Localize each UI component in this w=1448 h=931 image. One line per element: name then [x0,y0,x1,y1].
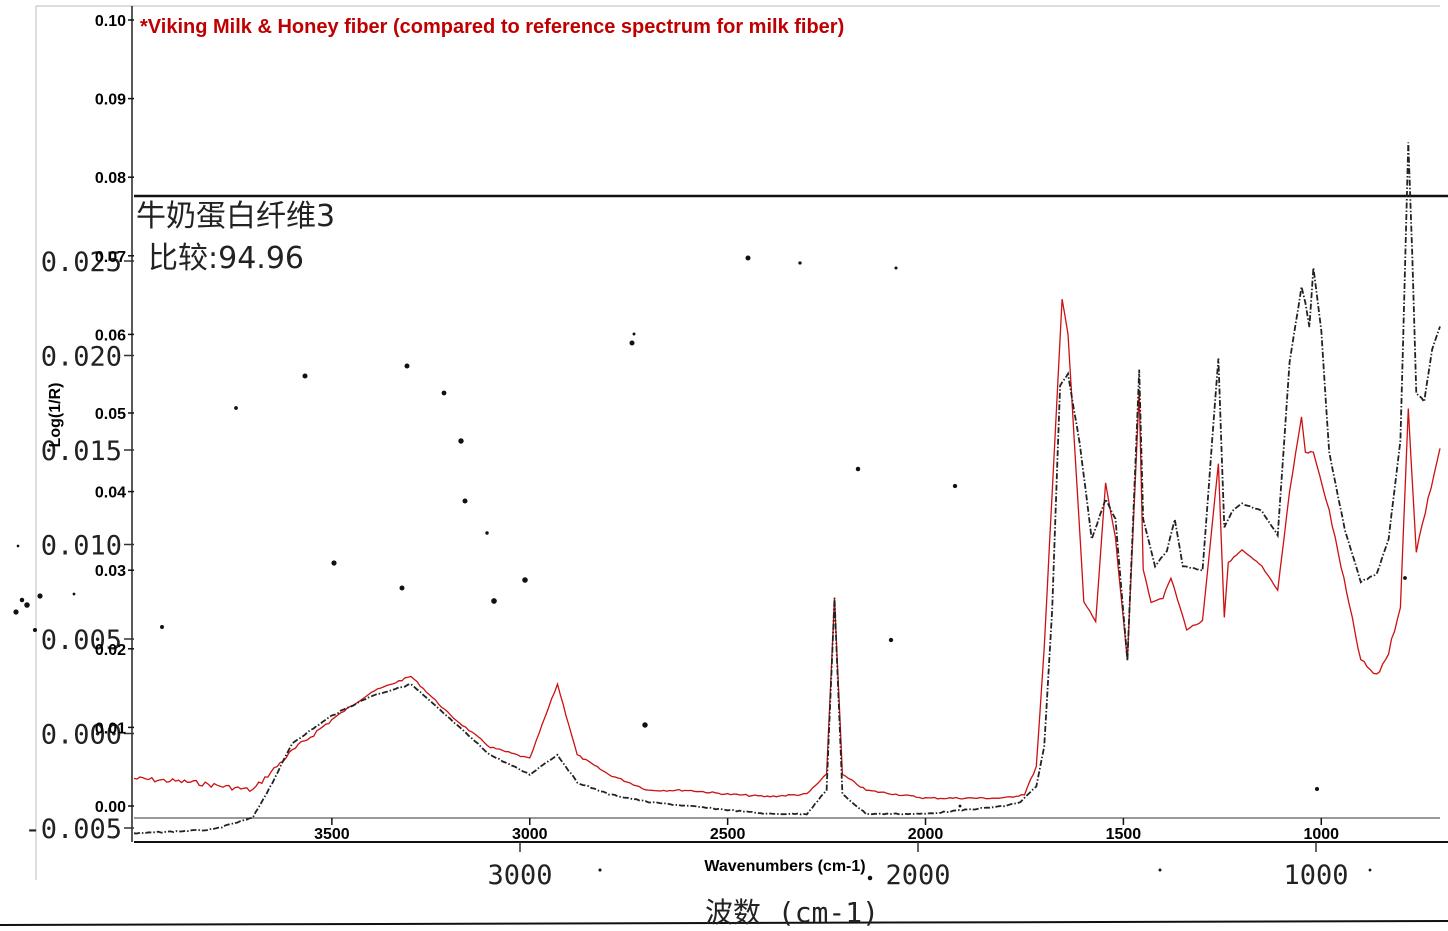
y-tick-label: 0.10 [95,13,126,30]
speckle [629,340,635,346]
background-y-tick-label: 0.000 [41,720,122,751]
speckle [458,438,464,444]
x-tick-label: 2500 [710,826,746,843]
speckle [1158,868,1162,872]
speckle [642,722,648,728]
reference-spectrum-line [133,142,1441,835]
speckle [598,868,602,872]
x-tick-label: 3500 [314,826,350,843]
speckle [462,498,468,504]
y-tick-label: 0.09 [95,92,126,109]
x-tick-label: 1000 [1303,826,1339,843]
x-axis-label: Wavenumbers (cm-1) [704,858,865,875]
background-x-tick-label: 2000 [885,860,950,891]
speckle [13,609,19,615]
background-y-tick-label: 0.015 [41,436,122,467]
speckle [491,598,497,604]
speckle [485,531,489,535]
background-x-tick-label: 3000 [487,860,552,891]
background-x-axis: 3000 2000 1000 [487,842,1349,891]
speckle [24,602,30,608]
background-y-tick-label: 0.025 [41,247,122,278]
y-tick-label: 0.04 [95,485,126,502]
speckle [855,466,861,472]
background-x-tick-label: 1000 [1283,860,1348,891]
background-y-tick-label: -0.005 [24,814,122,845]
speckle [1368,868,1372,872]
speckle [32,627,38,633]
y-tick-label: 0.01 [95,720,126,737]
background-x-axis-label: 波数 (cm-1) [705,896,879,929]
speckle [1314,786,1320,792]
reference-title: 牛奶蛋白纤维3 [136,199,335,234]
x-tick-label: 2000 [908,826,944,843]
speckle [160,625,164,629]
background-y-tick-label: 0.005 [41,625,122,656]
plot-frame [0,5,1448,926]
speckle [72,592,76,596]
y-axis-label: Log(1/R) [47,383,64,448]
speckle [16,544,20,548]
y-tick-label: 0.05 [95,406,126,423]
y-tick-label: 0.03 [95,563,126,580]
chart-title: *Viking Milk & Honey fiber (compared to … [140,16,844,38]
background-y-axis: -0.005 0.000 0.005 0.010 0.015 0.020 0.025 [24,247,134,845]
speckle [441,390,447,396]
speckle [798,261,802,265]
y-axis: 0.00 0.01 0.02 0.03 0.04 0.05 0.06 0.07 0.08 0.09… [95,13,134,816]
speckle [234,406,238,410]
y-tick-label: 0.06 [95,327,126,344]
speckle [399,585,405,591]
y-tick-label: 0.08 [95,170,126,187]
background-y-tick-label: 0.020 [41,342,122,373]
speckle [522,577,528,583]
match-score: 比较:94.96 [148,241,304,276]
speckle [888,637,894,643]
x-axis: 3500 3000 2500 2000 1500 1000 [314,818,1339,843]
speckle [19,597,25,603]
speckle [37,593,43,599]
speckle [331,560,337,566]
speckle [952,483,958,489]
speckle [894,266,898,270]
speckle [404,363,410,369]
y-tick-label: 0.07 [95,249,126,266]
background-y-tick-label: 0.010 [41,531,122,562]
y-tick-label: 0.00 [95,799,126,816]
speckle [302,373,308,379]
speckle [745,255,751,261]
x-tick-label: 3000 [512,826,548,843]
y-tick-label: 0.02 [95,642,126,659]
series-layer [133,142,1441,835]
speckle [958,804,962,808]
speckle [867,875,873,881]
scan-noise [13,255,1407,881]
speckle [1403,576,1407,580]
speckle [632,332,636,336]
sample-spectrum-line [133,298,1441,800]
bottom-edge-line [0,920,1448,926]
x-tick-label: 1500 [1106,826,1142,843]
